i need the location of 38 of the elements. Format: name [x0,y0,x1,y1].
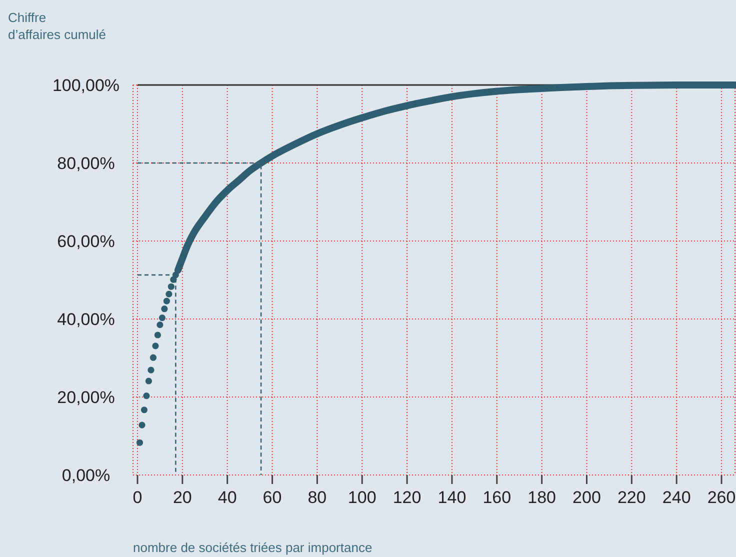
x-tick-label: 0 [132,488,142,507]
point [136,439,144,446]
x-tick-label: 160 [482,488,512,507]
y-tick-label: 0,00% [62,466,110,485]
x-tick-label: 20 [172,488,192,507]
point [154,332,162,338]
point [148,366,154,374]
x-tick-label: 40 [218,488,237,507]
y-tick-label: 60,00% [57,232,115,251]
y-tick-label: 80,00% [57,154,115,173]
x-tick-label: 240 [662,488,691,507]
point [158,314,166,322]
point [138,422,146,428]
x-tick-label: 100 [348,488,376,507]
y-tick-label: 20,00% [57,388,115,407]
point [172,272,179,278]
x-tick-label: 140 [438,488,466,507]
point [150,354,157,361]
point [145,378,152,384]
x-tick-label: 60 [262,488,282,507]
y-axis-title: Chiffre d’affaires cumulé [8,10,106,42]
x-tick-label: 260 [707,488,736,507]
x-axis-title: nombre de sociétés triées par importance [133,540,372,555]
x-tick-label: 120 [392,488,422,507]
x-tick-label: 220 [617,488,646,507]
point [166,290,172,298]
point [140,406,148,414]
y-tick-label: 40,00% [57,310,115,329]
point [143,392,150,400]
point [152,342,159,350]
point [168,283,174,290]
x-tick-label: 180 [528,488,556,507]
x-tick-label: 200 [572,488,601,507]
point [161,306,168,312]
point [163,298,170,304]
x-tick-label: 80 [308,488,327,507]
point [156,322,164,328]
y-tick-label: 100,00% [52,76,120,95]
